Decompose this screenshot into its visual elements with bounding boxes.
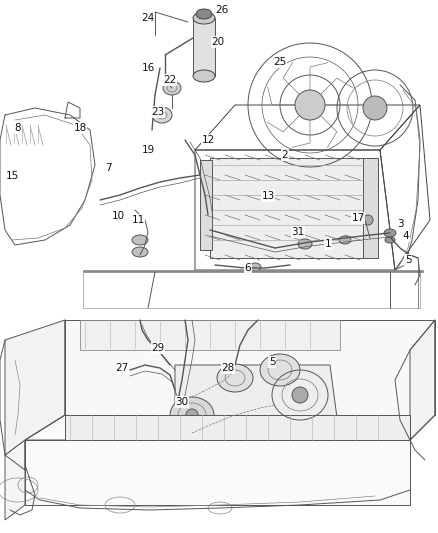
Ellipse shape [132,235,148,245]
Text: 3: 3 [397,219,403,229]
Polygon shape [5,320,65,455]
Ellipse shape [363,215,373,225]
Ellipse shape [298,239,312,249]
Text: 18: 18 [74,123,87,133]
Ellipse shape [292,387,308,403]
Ellipse shape [385,237,395,243]
Ellipse shape [132,247,148,257]
Text: 20: 20 [212,37,225,47]
Text: 16: 16 [141,63,155,73]
Text: 27: 27 [115,363,129,373]
Text: 5: 5 [405,255,411,265]
Text: 11: 11 [131,215,145,225]
Ellipse shape [339,236,351,244]
Bar [200,160,212,250]
Text: 31: 31 [291,227,304,237]
Text: 6: 6 [245,263,251,273]
Text: 24: 24 [141,13,155,23]
Text: 2: 2 [282,150,288,160]
Text: 13: 13 [261,191,275,201]
Bar [193,18,215,76]
Ellipse shape [196,9,212,19]
Text: 30: 30 [176,397,189,407]
Bar [210,158,365,258]
Text: 10: 10 [111,211,124,221]
Polygon shape [25,415,435,440]
Ellipse shape [217,364,253,392]
Bar [363,158,378,258]
Polygon shape [410,320,435,440]
Text: 1: 1 [325,239,331,249]
Text: 29: 29 [152,343,165,353]
Ellipse shape [363,96,387,120]
Text: 17: 17 [351,213,364,223]
Text: 23: 23 [152,107,165,117]
Polygon shape [5,440,25,520]
Text: 7: 7 [105,163,111,173]
Text: 8: 8 [15,123,21,133]
Polygon shape [175,365,340,440]
Polygon shape [65,320,435,415]
Ellipse shape [295,90,325,120]
Ellipse shape [152,107,172,123]
Text: 25: 25 [273,57,286,67]
Ellipse shape [260,354,300,386]
Text: 5: 5 [268,357,276,367]
Polygon shape [25,440,410,505]
Bar [80,320,340,350]
Ellipse shape [186,409,198,421]
Ellipse shape [163,81,181,95]
Text: 28: 28 [221,363,235,373]
Ellipse shape [193,70,215,82]
Text: 12: 12 [201,135,215,145]
Ellipse shape [384,229,396,237]
Bar [65,415,410,440]
Text: 26: 26 [215,5,229,15]
Ellipse shape [193,12,215,24]
Ellipse shape [249,263,261,271]
Text: 22: 22 [163,75,177,85]
Bar [83,270,423,272]
Text: 4: 4 [403,231,410,241]
Ellipse shape [170,397,214,433]
Text: 15: 15 [5,171,19,181]
Text: 19: 19 [141,145,155,155]
